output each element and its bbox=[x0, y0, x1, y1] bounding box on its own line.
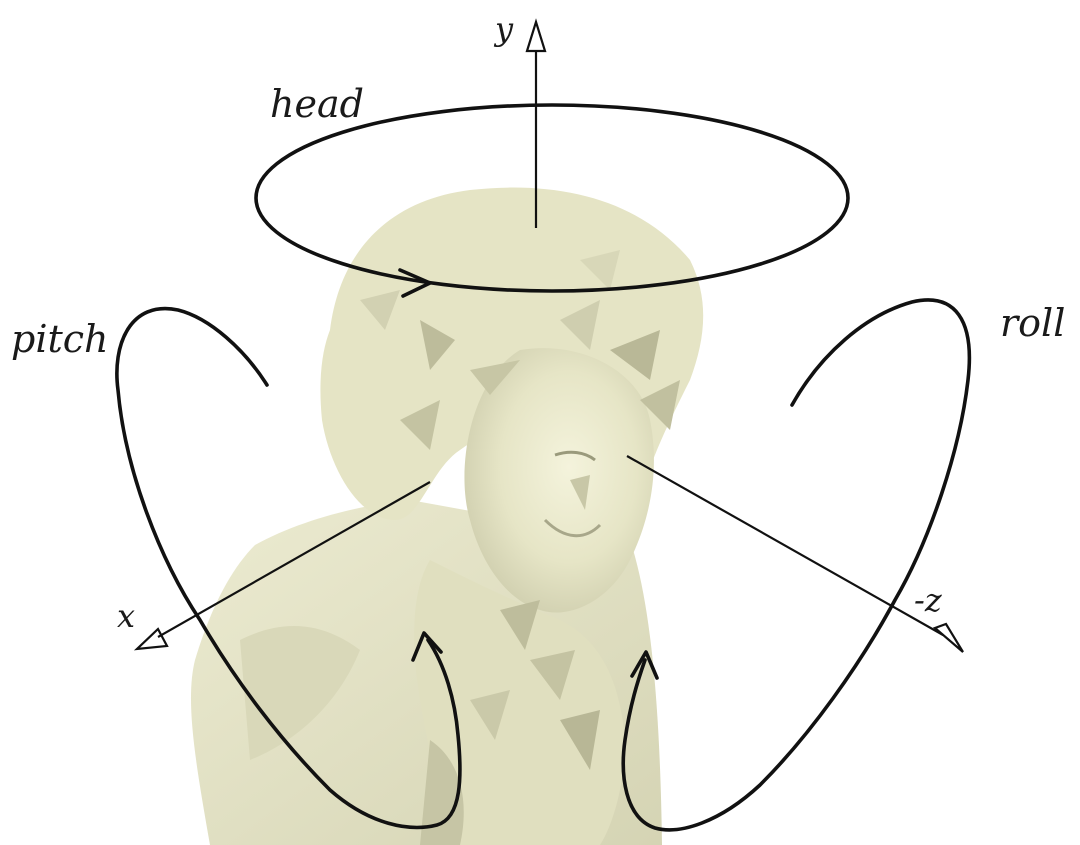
x-axis bbox=[133, 481, 431, 651]
neg-z-axis-label: -z bbox=[914, 581, 943, 619]
head-label: head bbox=[270, 82, 364, 126]
roll-label: roll bbox=[1000, 301, 1065, 345]
y-axis-label: y bbox=[493, 10, 514, 48]
roll-rotation-curve bbox=[621, 298, 972, 832]
arrow-head-icon bbox=[932, 622, 964, 653]
pitch-rotation-curve bbox=[115, 306, 462, 830]
y-axis bbox=[525, 18, 547, 228]
bust-icon bbox=[190, 187, 704, 845]
pitch-label: pitch bbox=[11, 317, 109, 361]
arrow-head-icon bbox=[133, 627, 169, 651]
head-rotation-curve bbox=[254, 103, 850, 298]
x-axis-label: x bbox=[117, 597, 135, 635]
arrow-head-icon bbox=[525, 18, 547, 53]
neg-z-axis bbox=[626, 455, 964, 653]
